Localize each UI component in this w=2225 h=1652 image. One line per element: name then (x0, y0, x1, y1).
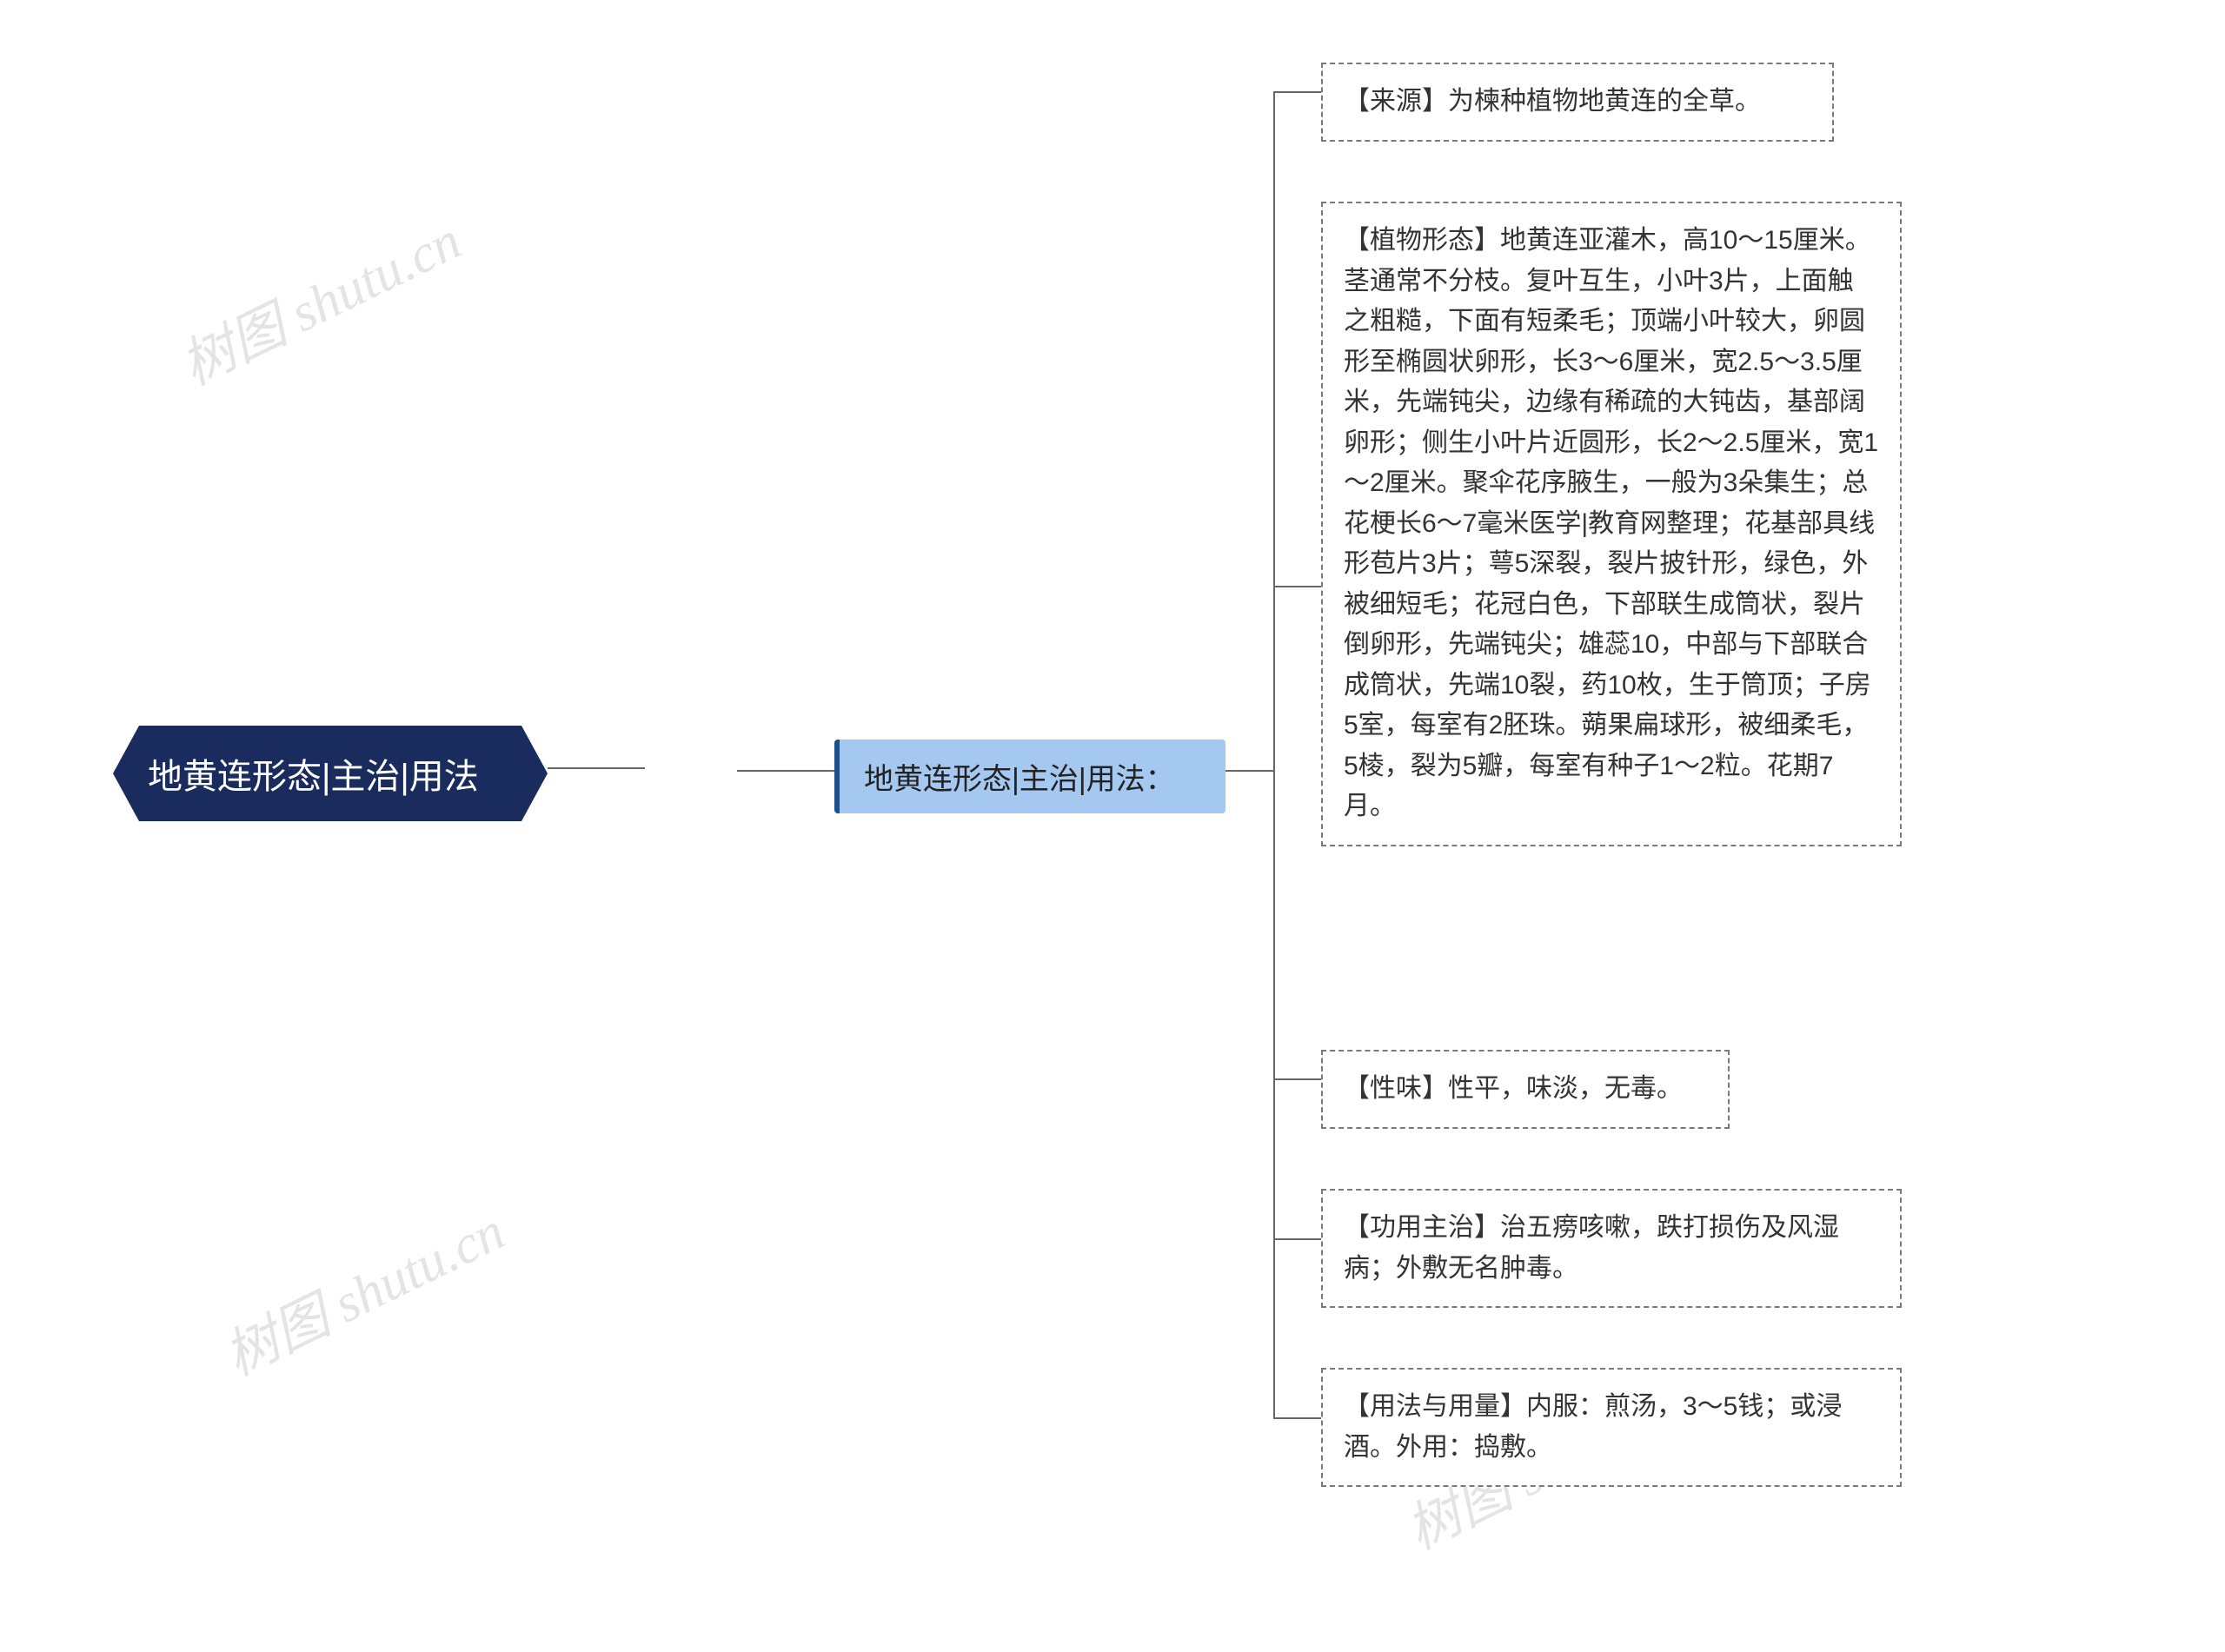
root-node[interactable]: 地黄连形态|主治|用法 (113, 726, 548, 821)
connector (1273, 586, 1321, 587)
leaf-usage[interactable]: 【用法与用量】内服：煎汤，3～5钱；或浸酒。外用：捣敷。 (1321, 1368, 1902, 1487)
connector (1273, 91, 1321, 93)
connector (1273, 1417, 1321, 1419)
leaf-morphology[interactable]: 【植物形态】地黄连亚灌木，高10～15厘米。茎通常不分枝。复叶互生，小叶3片，上… (1321, 202, 1902, 846)
connector (737, 770, 834, 772)
connector (1273, 1238, 1321, 1240)
leaf-indications[interactable]: 【功用主治】治五痨咳嗽，跌打损伤及风湿病；外敷无名肿毒。 (1321, 1189, 1902, 1308)
connector (1225, 770, 1273, 772)
sub-node[interactable]: 地黄连形态|主治|用法： (834, 740, 1225, 813)
watermark: 树图 shutu.cn (166, 197, 472, 400)
leaf-source[interactable]: 【来源】为楝种植物地黄连的全草。 (1321, 63, 1834, 142)
connector (1273, 92, 1275, 1418)
leaf-flavor[interactable]: 【性味】性平，味淡，无毒。 (1321, 1050, 1730, 1129)
connector (548, 767, 645, 769)
connector (1273, 1078, 1321, 1080)
watermark: 树图 shutu.cn (209, 1188, 515, 1390)
